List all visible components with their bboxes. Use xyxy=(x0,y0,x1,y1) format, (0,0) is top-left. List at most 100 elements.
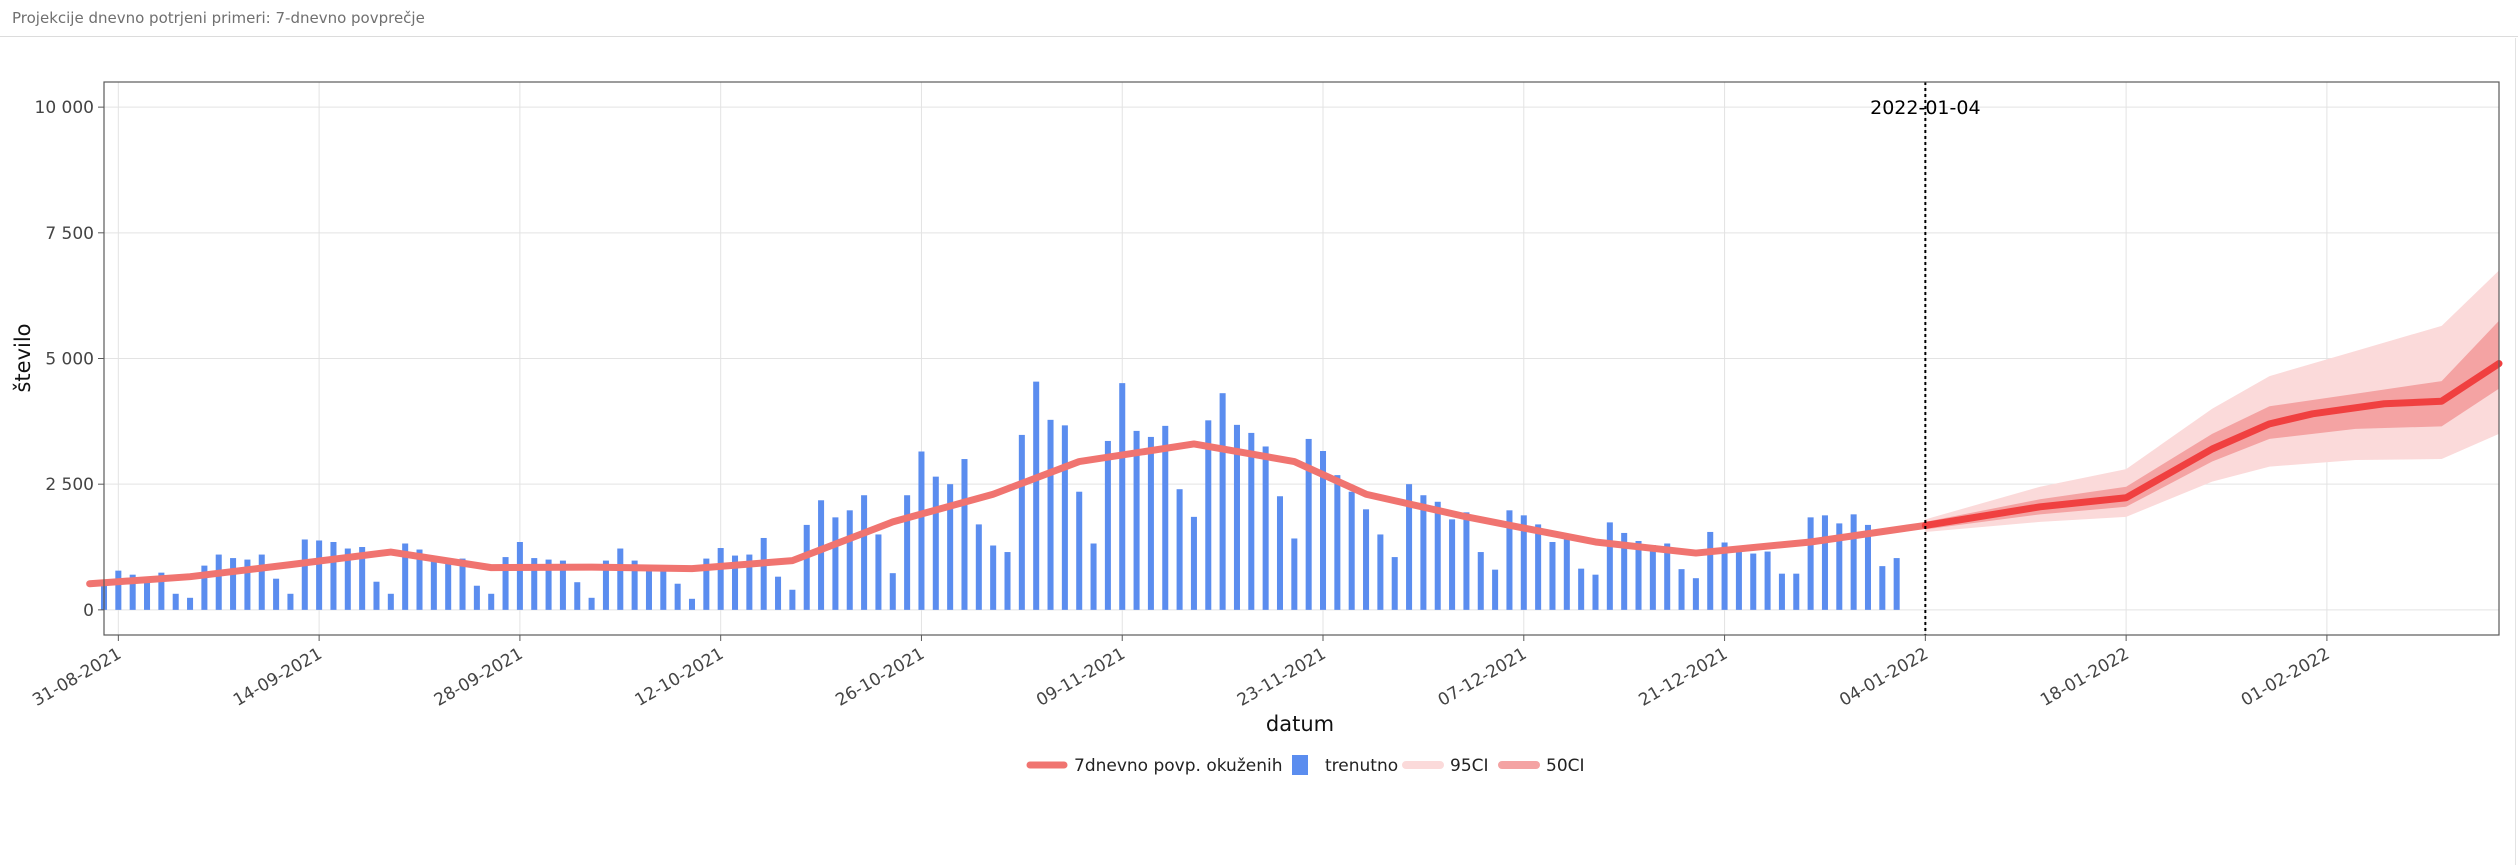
bar xyxy=(430,558,437,610)
panel-title: Projekcije dnevno potrjeni primeri: 7-dn… xyxy=(12,9,425,27)
x-tick-label: 01-02-2022 xyxy=(2238,644,2334,711)
bar xyxy=(1864,524,1871,610)
bar xyxy=(875,534,882,610)
average-line xyxy=(86,440,1929,588)
bar xyxy=(1176,489,1183,610)
bar xyxy=(1606,522,1613,610)
y-tick-label: 7 500 xyxy=(45,224,94,244)
bar xyxy=(631,560,638,610)
bar xyxy=(904,495,911,610)
bar xyxy=(674,583,681,610)
bar xyxy=(1076,491,1083,610)
bar xyxy=(373,581,380,610)
bar xyxy=(1291,538,1298,610)
bar xyxy=(1563,534,1570,610)
bar xyxy=(301,539,308,610)
bar xyxy=(387,593,394,610)
bar xyxy=(602,560,609,610)
bar xyxy=(588,597,595,610)
bar xyxy=(1305,438,1312,610)
bar xyxy=(172,593,179,610)
y-axis: 0 2 500 5 000 7 500 10 000 xyxy=(35,98,104,621)
legend-label: 95CI xyxy=(1450,756,1489,776)
bar xyxy=(1492,569,1499,610)
bar xyxy=(445,561,452,610)
bar xyxy=(1061,425,1068,610)
bar xyxy=(932,476,939,610)
bar xyxy=(1793,573,1800,610)
bar xyxy=(1420,495,1427,610)
bar xyxy=(129,574,136,610)
bar xyxy=(818,500,825,610)
bar xyxy=(645,566,652,610)
bar xyxy=(1879,566,1886,610)
bar xyxy=(1047,419,1054,610)
bar xyxy=(1463,512,1470,610)
bar xyxy=(918,451,925,610)
bar xyxy=(1678,569,1685,610)
bar xyxy=(975,524,982,610)
bar xyxy=(1276,496,1283,610)
legend-item-line[interactable]: 7dnevno povp. okuženih xyxy=(1026,756,1282,776)
bar xyxy=(144,577,151,610)
bar xyxy=(1821,515,1828,610)
legend-item-ci50[interactable]: 50CI xyxy=(1498,756,1585,776)
bar xyxy=(1578,568,1585,610)
bar xyxy=(316,540,323,610)
bar xyxy=(545,559,552,610)
bar xyxy=(703,558,710,610)
bar xyxy=(1850,514,1857,610)
bars-layer xyxy=(100,381,1900,610)
bar xyxy=(846,510,853,610)
bar xyxy=(1190,516,1197,610)
bar xyxy=(947,484,954,610)
bar xyxy=(1807,517,1814,610)
bar xyxy=(1649,545,1656,610)
bar xyxy=(789,589,796,610)
bar xyxy=(215,554,222,610)
bar xyxy=(330,541,337,610)
bar xyxy=(187,597,194,610)
legend-item-ci95[interactable]: 95CI xyxy=(1402,756,1489,776)
bar xyxy=(1262,446,1269,610)
bar xyxy=(1778,573,1785,610)
ci50-band-layer xyxy=(1925,320,2499,530)
x-tick-label: 14-09-2021 xyxy=(230,644,326,711)
legend-label: trenutno xyxy=(1325,756,1398,776)
x-tick-label: 07-12-2021 xyxy=(1435,644,1531,711)
y-tick-label: 10 000 xyxy=(35,98,94,118)
bar xyxy=(574,582,581,610)
bar xyxy=(1219,393,1226,610)
bar xyxy=(1520,515,1527,610)
bar xyxy=(1664,543,1671,610)
bar xyxy=(1893,558,1900,610)
bar xyxy=(201,565,208,610)
bar xyxy=(1104,440,1111,610)
bar xyxy=(746,554,753,610)
bar xyxy=(1162,425,1169,610)
bar xyxy=(1391,557,1398,610)
bar xyxy=(244,559,251,610)
bar xyxy=(889,573,896,610)
x-tick-label: 28-09-2021 xyxy=(431,644,527,711)
bar xyxy=(115,570,122,610)
bar xyxy=(559,560,566,610)
bar xyxy=(1363,509,1370,610)
bar xyxy=(473,585,480,610)
bar xyxy=(1334,475,1341,610)
bar xyxy=(230,558,237,610)
x-tick-label: 21-12-2021 xyxy=(1636,644,1732,711)
x-tick-label: 04-01-2022 xyxy=(1836,644,1932,711)
bar xyxy=(1764,551,1771,610)
bar xyxy=(1348,491,1355,610)
bar xyxy=(258,554,265,610)
bar xyxy=(1549,541,1556,610)
bar xyxy=(1621,532,1628,610)
bar xyxy=(1750,553,1757,610)
legend-item-bar[interactable]: trenutno xyxy=(1292,755,1398,776)
bar xyxy=(1635,540,1642,610)
x-tick-label: 12-10-2021 xyxy=(632,644,728,711)
annotation-label: 2022-01-04 xyxy=(1870,97,1980,119)
legend-bar-swatch xyxy=(1292,755,1308,775)
bar xyxy=(760,537,767,610)
